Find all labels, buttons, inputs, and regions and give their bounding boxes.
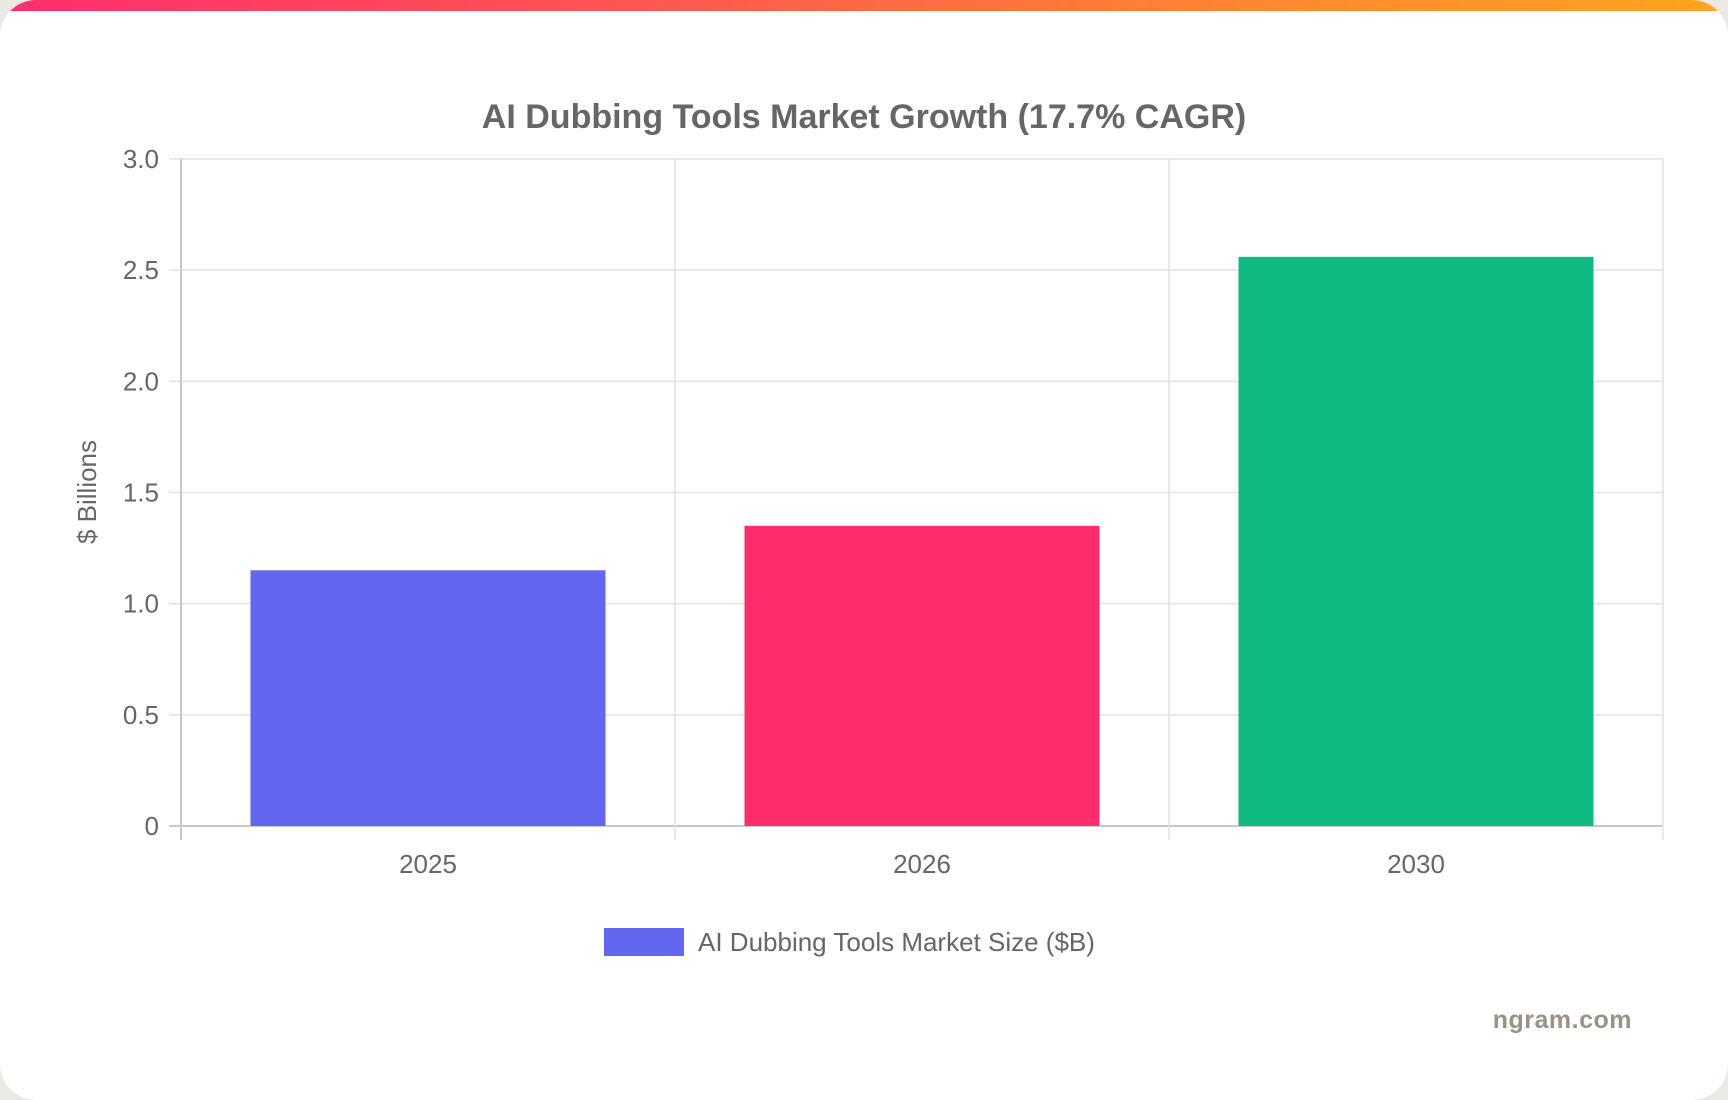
- axes: 0 0.5 1.0 1.5 2.0 2.5 3.0 2025 2026 2030: [123, 144, 1445, 879]
- legend-swatch: [604, 928, 684, 956]
- y-tick-label: 2.5: [123, 255, 159, 285]
- legend[interactable]: AI Dubbing Tools Market Size ($B): [604, 927, 1095, 957]
- y-axis-title: $ Billions: [72, 440, 102, 544]
- legend-label: AI Dubbing Tools Market Size ($B): [698, 927, 1095, 957]
- y-tick-label: 3.0: [123, 144, 159, 174]
- y-tick-label: 2.0: [123, 366, 159, 396]
- y-tick-label: 1.5: [123, 478, 159, 508]
- bar-2030[interactable]: [1238, 256, 1594, 826]
- brand-watermark: ngram.com: [1492, 1006, 1632, 1034]
- accent-bar: [0, 0, 1728, 11]
- x-tick-label: 2030: [1387, 849, 1445, 879]
- bars: [250, 256, 1594, 826]
- bar-2025[interactable]: [250, 570, 606, 826]
- bar-2026[interactable]: [744, 525, 1100, 826]
- x-tick-label: 2026: [893, 849, 951, 879]
- y-tick-label: 0: [145, 811, 159, 841]
- y-tick-label: 1.0: [123, 589, 159, 619]
- chart-title: AI Dubbing Tools Market Growth (17.7% CA…: [482, 98, 1246, 136]
- x-tick-label: 2025: [399, 849, 457, 879]
- y-tick-label: 0.5: [123, 700, 159, 730]
